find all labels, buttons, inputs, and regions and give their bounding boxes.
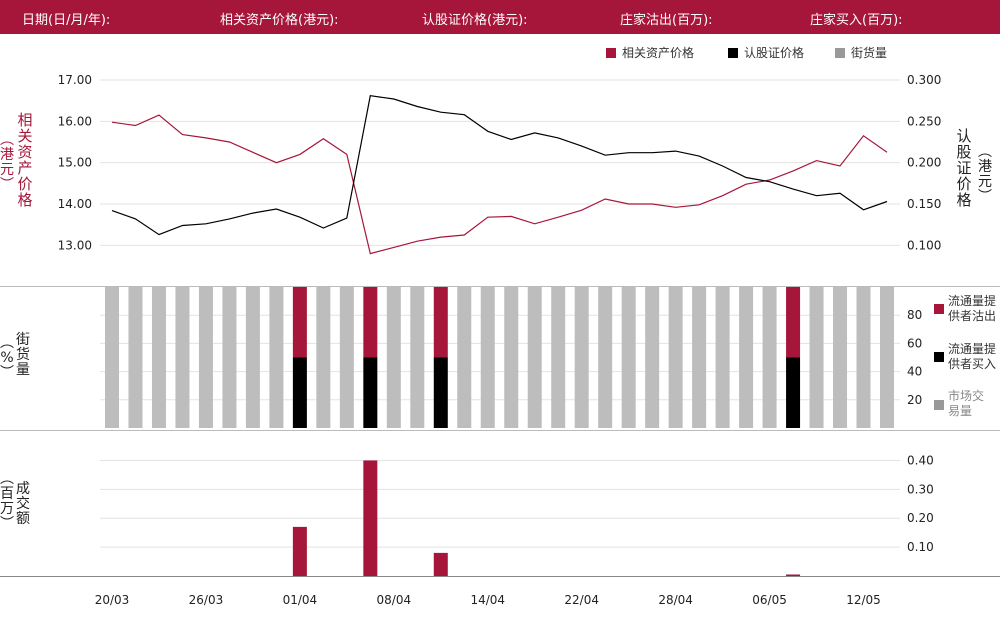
- market-volume-bar: [504, 287, 519, 428]
- outstanding-tick-label: 40: [907, 365, 922, 379]
- market-volume-bar: [198, 287, 213, 428]
- side-legend-swatch-buy: [934, 352, 944, 362]
- header-bar: 日期(日/月/年): 相关资产价格(港元): 认股证价格(港元): 庄家沽出(百…: [0, 0, 1000, 34]
- turnover-bar: [292, 526, 307, 576]
- turnover-bar: [363, 460, 378, 576]
- pct-axis-label: 街货量: [16, 332, 30, 378]
- market-volume-bar: [151, 287, 166, 428]
- lp-sell-bar: [363, 287, 378, 358]
- market-volume-bar: [410, 287, 425, 428]
- header-underlying-price-label: 相关资产价格(港元):: [220, 13, 339, 28]
- market-volume-bar: [339, 287, 354, 428]
- side-legend-swatch-sell: [934, 304, 944, 314]
- right-axis-unit: ︵ 港元 ︶: [978, 144, 992, 205]
- turnover-axis-unit: ︵ 百万 ︶: [0, 471, 14, 532]
- right-tick-label: 0.250: [907, 114, 941, 128]
- turnover-bar: [786, 574, 801, 576]
- market-volume-bar: [809, 287, 824, 428]
- left-tick-label: 14.00: [58, 197, 92, 211]
- lp-buy-bar: [363, 357, 378, 428]
- side-legend-sell: 流通量提供者沽出: [948, 294, 997, 323]
- header-warrant-price-label: 认股证价格(港元):: [422, 13, 528, 28]
- market-volume-bar: [739, 287, 754, 428]
- left-axis-label: 相关资产价格: [17, 111, 33, 209]
- lp-buy-bar: [786, 357, 801, 428]
- x-tick-label: 26/03: [189, 593, 224, 607]
- lp-buy-bar: [433, 357, 448, 428]
- market-volume-bar: [645, 287, 660, 428]
- side-legend-market: 市场交易量: [948, 389, 985, 418]
- right-axis-label: 认股证价格: [956, 127, 972, 209]
- market-volume-bar: [856, 287, 871, 428]
- market-volume-bar: [715, 287, 730, 428]
- left-tick-label: 15.00: [58, 156, 92, 170]
- turnover-bar: [433, 552, 448, 576]
- legend-swatch-underlying: [606, 48, 616, 58]
- legend-underlying-price: 相关资产价格: [606, 44, 694, 61]
- x-tick-label: 28/04: [658, 593, 693, 607]
- left-axis-unit: ︵ 港元 ︶: [0, 132, 14, 193]
- market-volume-bar: [574, 287, 589, 428]
- market-volume-bar: [105, 287, 119, 428]
- right-tick-label: 0.200: [907, 156, 941, 170]
- market-volume-bar: [457, 287, 472, 428]
- header-lp-buy-label: 庄家买入(百万):: [810, 13, 903, 28]
- lp-buy-bar: [292, 357, 307, 428]
- right-tick-label: 0.300: [907, 73, 941, 87]
- market-volume-bar: [598, 287, 613, 428]
- outstanding-tick-label: 20: [907, 393, 922, 407]
- legend-swatch-outstanding: [835, 48, 845, 58]
- x-tick-label: 01/04: [283, 593, 318, 607]
- market-volume-bar: [527, 287, 542, 428]
- legend-outstanding: 街货量: [835, 44, 887, 61]
- market-volume-bar: [245, 287, 260, 428]
- x-tick-label: 14/04: [470, 593, 505, 607]
- pct-axis-unit: ︵% ︶: [0, 335, 14, 381]
- lp-sell-bar: [433, 287, 448, 358]
- left-tick-label: 16.00: [58, 114, 92, 128]
- left-tick-label: 13.00: [58, 238, 92, 252]
- right-tick-label: 0.150: [907, 197, 941, 211]
- market-volume-bar: [762, 287, 777, 428]
- market-volume-bar: [316, 287, 331, 428]
- market-volume-bar: [692, 287, 707, 428]
- market-volume-bar: [128, 287, 143, 428]
- legend-swatch-warrant: [728, 48, 738, 58]
- market-volume-bar: [386, 287, 401, 428]
- market-volume-bar: [269, 287, 284, 428]
- market-volume-bar: [621, 287, 636, 428]
- turnover-tick-label: 0.10: [907, 540, 934, 554]
- x-tick-label: 06/05: [752, 593, 787, 607]
- market-volume-bar: [175, 287, 190, 428]
- legend-warrant-price: 认股证价格: [728, 44, 804, 61]
- header-lp-sell-label: 庄家沽出(百万):: [620, 13, 713, 28]
- side-legend-buy: 流通量提供者买入: [948, 342, 997, 371]
- lp-sell-bar: [292, 287, 307, 358]
- turnover-axis-label: 成交额: [16, 481, 30, 527]
- x-tick-label: 20/03: [95, 593, 130, 607]
- underlying-price-line: [111, 114, 888, 255]
- lp-sell-bar: [786, 287, 801, 358]
- market-volume-bar: [880, 287, 894, 428]
- x-tick-label: 12/05: [846, 593, 881, 607]
- side-legend-swatch-market: [934, 400, 944, 410]
- market-volume-bar: [551, 287, 566, 428]
- left-tick-label: 17.00: [58, 73, 92, 87]
- x-tick-label: 22/04: [564, 593, 599, 607]
- header-date-label: 日期(日/月/年):: [22, 13, 111, 28]
- turnover-tick-label: 0.40: [907, 453, 934, 467]
- x-tick-label: 08/04: [377, 593, 412, 607]
- market-volume-bar: [833, 287, 848, 428]
- market-volume-bar: [480, 287, 495, 428]
- outstanding-tick-label: 60: [907, 336, 922, 350]
- turnover-tick-label: 0.30: [907, 482, 934, 496]
- turnover-tick-label: 0.20: [907, 511, 934, 525]
- warrant-price-line: [111, 95, 888, 236]
- outstanding-tick-label: 80: [907, 308, 922, 322]
- right-tick-label: 0.100: [907, 238, 941, 252]
- market-volume-bar: [222, 287, 237, 428]
- market-volume-bar: [668, 287, 683, 428]
